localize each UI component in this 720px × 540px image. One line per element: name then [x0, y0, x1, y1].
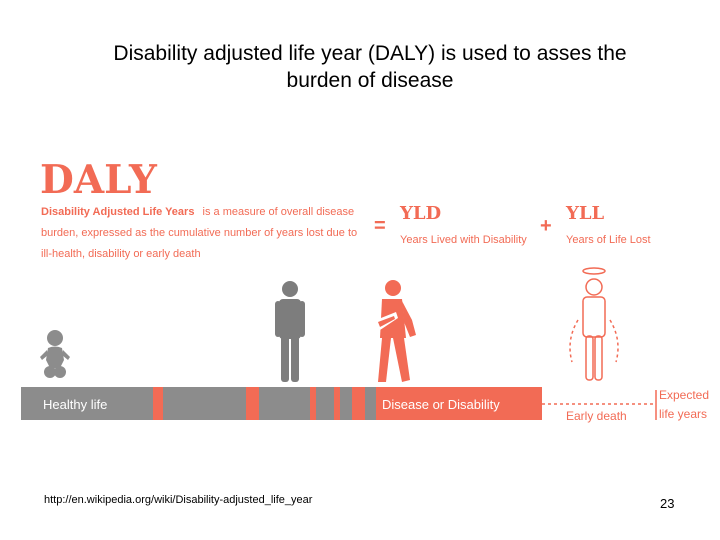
illness-marker-4 — [334, 387, 340, 420]
daly-heading: DALY — [40, 157, 158, 203]
slide-title: Disability adjusted life year (DALY) is … — [40, 40, 700, 94]
yll-label: YLL — [565, 203, 605, 224]
expected-life-years-line-1: Expected — [659, 388, 709, 402]
yld-caption: Years Lived with Disability — [400, 234, 527, 246]
healthy-life-segment — [21, 387, 376, 420]
adult-figure-icon — [275, 281, 305, 382]
source-url: http://en.wikipedia.org/wiki/Disability-… — [44, 494, 313, 506]
illness-marker-1 — [153, 387, 163, 420]
disease-disability-label: Disease or Disability — [382, 397, 500, 412]
illness-marker-2 — [246, 387, 259, 420]
expected-life-years-line-2: life years — [659, 407, 707, 421]
plus-sign: + — [540, 215, 552, 237]
daly-description-line-1: Disability Adjusted Life Years is a meas… — [41, 206, 354, 218]
daly-description-line-2: burden, expressed as the cumulative numb… — [41, 227, 357, 239]
daly-description-rest: is a measure of overall disease — [203, 206, 355, 218]
slide-title-line-1: Disability adjusted life year (DALY) is … — [113, 42, 627, 65]
timeline-bar — [21, 387, 657, 420]
baby-figure-icon — [40, 330, 70, 378]
yll-caption: Years of Life Lost — [566, 234, 651, 246]
illness-marker-3 — [310, 387, 316, 420]
disease-segment — [376, 387, 542, 420]
yld-label: YLD — [399, 203, 441, 224]
angel-figure-icon — [569, 267, 619, 381]
daly-description-line-3: ill-health, disability or early death — [41, 248, 201, 260]
healthy-life-label: Healthy life — [43, 397, 107, 412]
illness-marker-5 — [352, 387, 365, 420]
injured-figure-icon — [376, 280, 416, 382]
equals-sign: = — [374, 215, 386, 237]
slide-title-line-2: burden of disease — [286, 69, 454, 92]
daly-description-bold: Disability Adjusted Life Years — [41, 206, 194, 218]
page-number: 23 — [660, 496, 675, 511]
early-death-label: Early death — [566, 409, 627, 423]
